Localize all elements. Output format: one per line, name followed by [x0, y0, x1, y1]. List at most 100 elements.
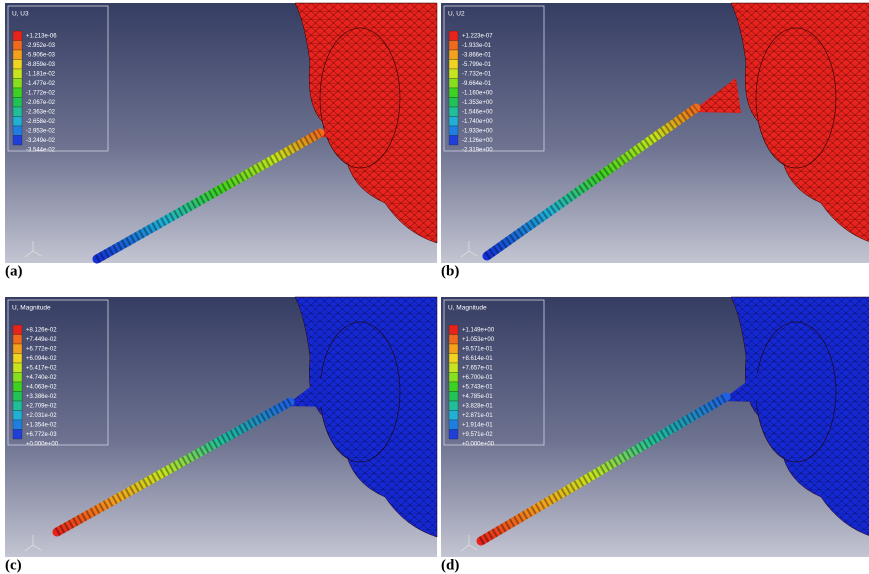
legend-swatch — [13, 79, 22, 89]
legend-label: +5.417e-02 — [26, 365, 57, 371]
legend-swatch — [13, 335, 22, 345]
legend-swatch — [13, 107, 22, 117]
legend-label: +9.571e-02 — [462, 432, 493, 438]
legend-swatch — [449, 79, 458, 89]
legend-swatch — [449, 420, 458, 430]
legend-label: +6.772e-03 — [26, 432, 57, 438]
legend-label: -5.799e-01 — [462, 62, 492, 68]
legend-swatch — [449, 411, 458, 421]
legend-label: +2.031e-02 — [26, 413, 57, 419]
panel: U, Magnitude+1.149e+00+1.053e+00+9.571e-… — [441, 297, 869, 557]
legend-swatch — [13, 325, 22, 335]
legend-label: +1.914e-01 — [462, 422, 493, 428]
legend-swatch — [449, 136, 458, 146]
legend-swatch — [449, 430, 458, 440]
legend-swatch — [449, 126, 458, 136]
legend-label: +1.213e-06 — [26, 33, 57, 39]
legend-label: +7.657e-01 — [462, 365, 493, 371]
panel-label: (c) — [5, 557, 22, 573]
legend-swatch — [449, 41, 458, 51]
legend-title: U, U2 — [448, 11, 465, 18]
legend-label: +6.094e-02 — [26, 356, 57, 362]
legend-label: +5.743e-01 — [462, 384, 493, 390]
legend-swatch — [13, 411, 22, 421]
legend-label: -2.067e-02 — [26, 100, 56, 106]
legend-swatch — [13, 117, 22, 127]
legend-label: +4.785e-01 — [462, 394, 493, 400]
page: {"panels": [ {"letter": "(a)", "legend_t… — [0, 0, 869, 574]
legend-label: -9.664e-01 — [462, 81, 492, 87]
legend-swatch — [449, 60, 458, 70]
legend-title: U, U3 — [12, 11, 29, 18]
legend-label: +4.063e-02 — [26, 384, 57, 390]
legend-label: +8.126e-02 — [26, 327, 57, 333]
legend-swatch — [13, 392, 22, 402]
legend-label: -8.859e-03 — [26, 62, 56, 68]
legend-label: -7.732e-01 — [462, 71, 492, 77]
legend-label: -5.906e-03 — [26, 52, 56, 58]
legend-swatch — [13, 373, 22, 383]
mesh-disc — [756, 28, 836, 168]
legend-swatch — [449, 363, 458, 373]
panel-label: (b) — [441, 263, 459, 279]
legend-swatch — [13, 344, 22, 354]
legend-label: +9.571e-01 — [462, 346, 493, 352]
legend-swatch — [449, 88, 458, 98]
legend-swatch — [449, 344, 458, 354]
legend-label: -1.740e+00 — [462, 119, 493, 125]
legend-label: +1.354e-02 — [26, 422, 57, 428]
legend-swatch — [13, 354, 22, 364]
legend-swatch — [13, 98, 22, 108]
legend-title: U, Magnitude — [12, 305, 51, 312]
legend-swatch — [449, 107, 458, 117]
legend-label: -2.319e+00 — [462, 147, 493, 153]
legend-label: -1.546e+00 — [462, 109, 493, 115]
legend-swatch — [449, 69, 458, 79]
legend-label: +0.000e+00 — [462, 441, 495, 447]
legend-swatch — [13, 382, 22, 392]
legend-swatch — [449, 50, 458, 60]
legend-label: +0.000e+00 — [26, 441, 59, 447]
legend-label: -2.363e-02 — [26, 109, 56, 115]
panel: U, U3 +1.213e-06 -2.952e-03 -5.906e-03 -8.85… — [5, 3, 437, 263]
panel-label: (d) — [441, 557, 459, 573]
legend-label: -1.933e+00 — [462, 128, 493, 134]
legend-label: +1.223e-07 — [462, 33, 493, 39]
legend-swatch — [449, 31, 458, 41]
legend-label: -2.658e-02 — [26, 119, 56, 125]
legend-label: +3.828e-01 — [462, 403, 493, 409]
legend-label: +7.449e-02 — [26, 337, 57, 343]
legend-swatch — [13, 136, 22, 146]
legend-label: -2.952e-03 — [26, 43, 56, 49]
legend-swatch — [449, 401, 458, 411]
legend-title: U, Magnitude — [448, 305, 487, 312]
mesh-disc — [320, 28, 400, 168]
legend-label: +2.871e-01 — [462, 413, 493, 419]
panel: U, U2+1.223e-07-1.933e-01-3.866e-01-5.79… — [441, 3, 869, 263]
legend-swatch — [13, 401, 22, 411]
legend-swatch — [449, 117, 458, 127]
legend-label: -1.160e+00 — [462, 90, 493, 96]
legend-label: -1.477e-02 — [26, 81, 56, 87]
legend-swatch — [13, 31, 22, 41]
legend-label: +3.386e-02 — [26, 394, 57, 400]
legend-swatch — [13, 126, 22, 136]
legend-label: +6.700e-01 — [462, 375, 493, 381]
legend-label: +6.772e-02 — [26, 346, 57, 352]
legend-label: -1.181e-02 — [26, 71, 56, 77]
legend-swatch — [13, 60, 22, 70]
legend-swatch — [13, 363, 22, 373]
legend-label: -1.353e+00 — [462, 100, 493, 106]
legend-label: -1.772e-02 — [26, 90, 56, 96]
legend-label: +4.740e-02 — [26, 375, 57, 381]
legend-swatch — [13, 69, 22, 79]
legend-swatch — [13, 420, 22, 430]
legend-label: -2.126e+00 — [462, 138, 493, 144]
legend-swatch — [449, 373, 458, 383]
legend-label: +1.053e+00 — [462, 337, 495, 343]
legend-swatch — [449, 382, 458, 392]
legend-swatch — [13, 41, 22, 51]
legend-swatch — [13, 88, 22, 98]
panel: U, Magnitude +8.126e-02 +7.449e-02 +6.772e-… — [5, 297, 437, 557]
legend-swatch — [449, 325, 458, 335]
